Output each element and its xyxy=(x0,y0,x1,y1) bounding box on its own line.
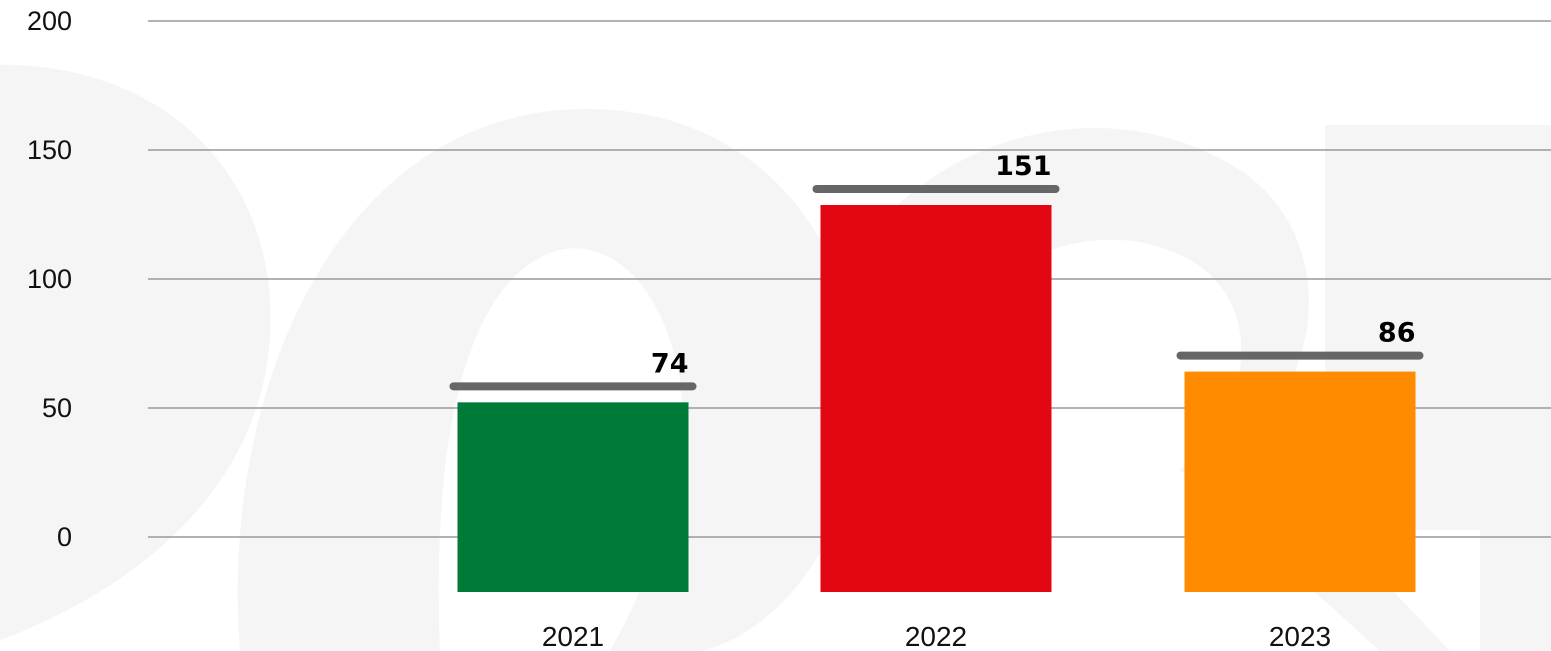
value-labels: 74 151 86 xyxy=(651,151,1416,379)
value-label-2023: 86 xyxy=(1378,318,1416,349)
y-tick-label: 100 xyxy=(27,264,72,294)
bar-2022 xyxy=(820,205,1052,592)
x-axis-category-labels: 2021 2022 2023 xyxy=(542,621,1331,651)
bar-2021 xyxy=(457,402,689,592)
bars xyxy=(457,205,1416,592)
y-axis-tick-labels: 0 50 100 150 200 xyxy=(27,6,72,552)
value-label-2021: 74 xyxy=(651,348,689,379)
x-tick-label-2021: 2021 xyxy=(542,621,604,651)
watermark-shape xyxy=(237,108,861,651)
y-tick-label: 150 xyxy=(27,135,72,165)
value-markers xyxy=(449,185,1424,391)
x-tick-label-2022: 2022 xyxy=(905,621,967,651)
watermark-shape xyxy=(0,64,271,641)
x-tick-label-2023: 2023 xyxy=(1269,621,1331,651)
value-label-2022: 151 xyxy=(995,151,1051,182)
bar-2023 xyxy=(1184,371,1416,592)
y-tick-label: 0 xyxy=(57,522,72,552)
y-tick-label: 50 xyxy=(42,393,72,423)
y-tick-label: 200 xyxy=(27,6,72,36)
